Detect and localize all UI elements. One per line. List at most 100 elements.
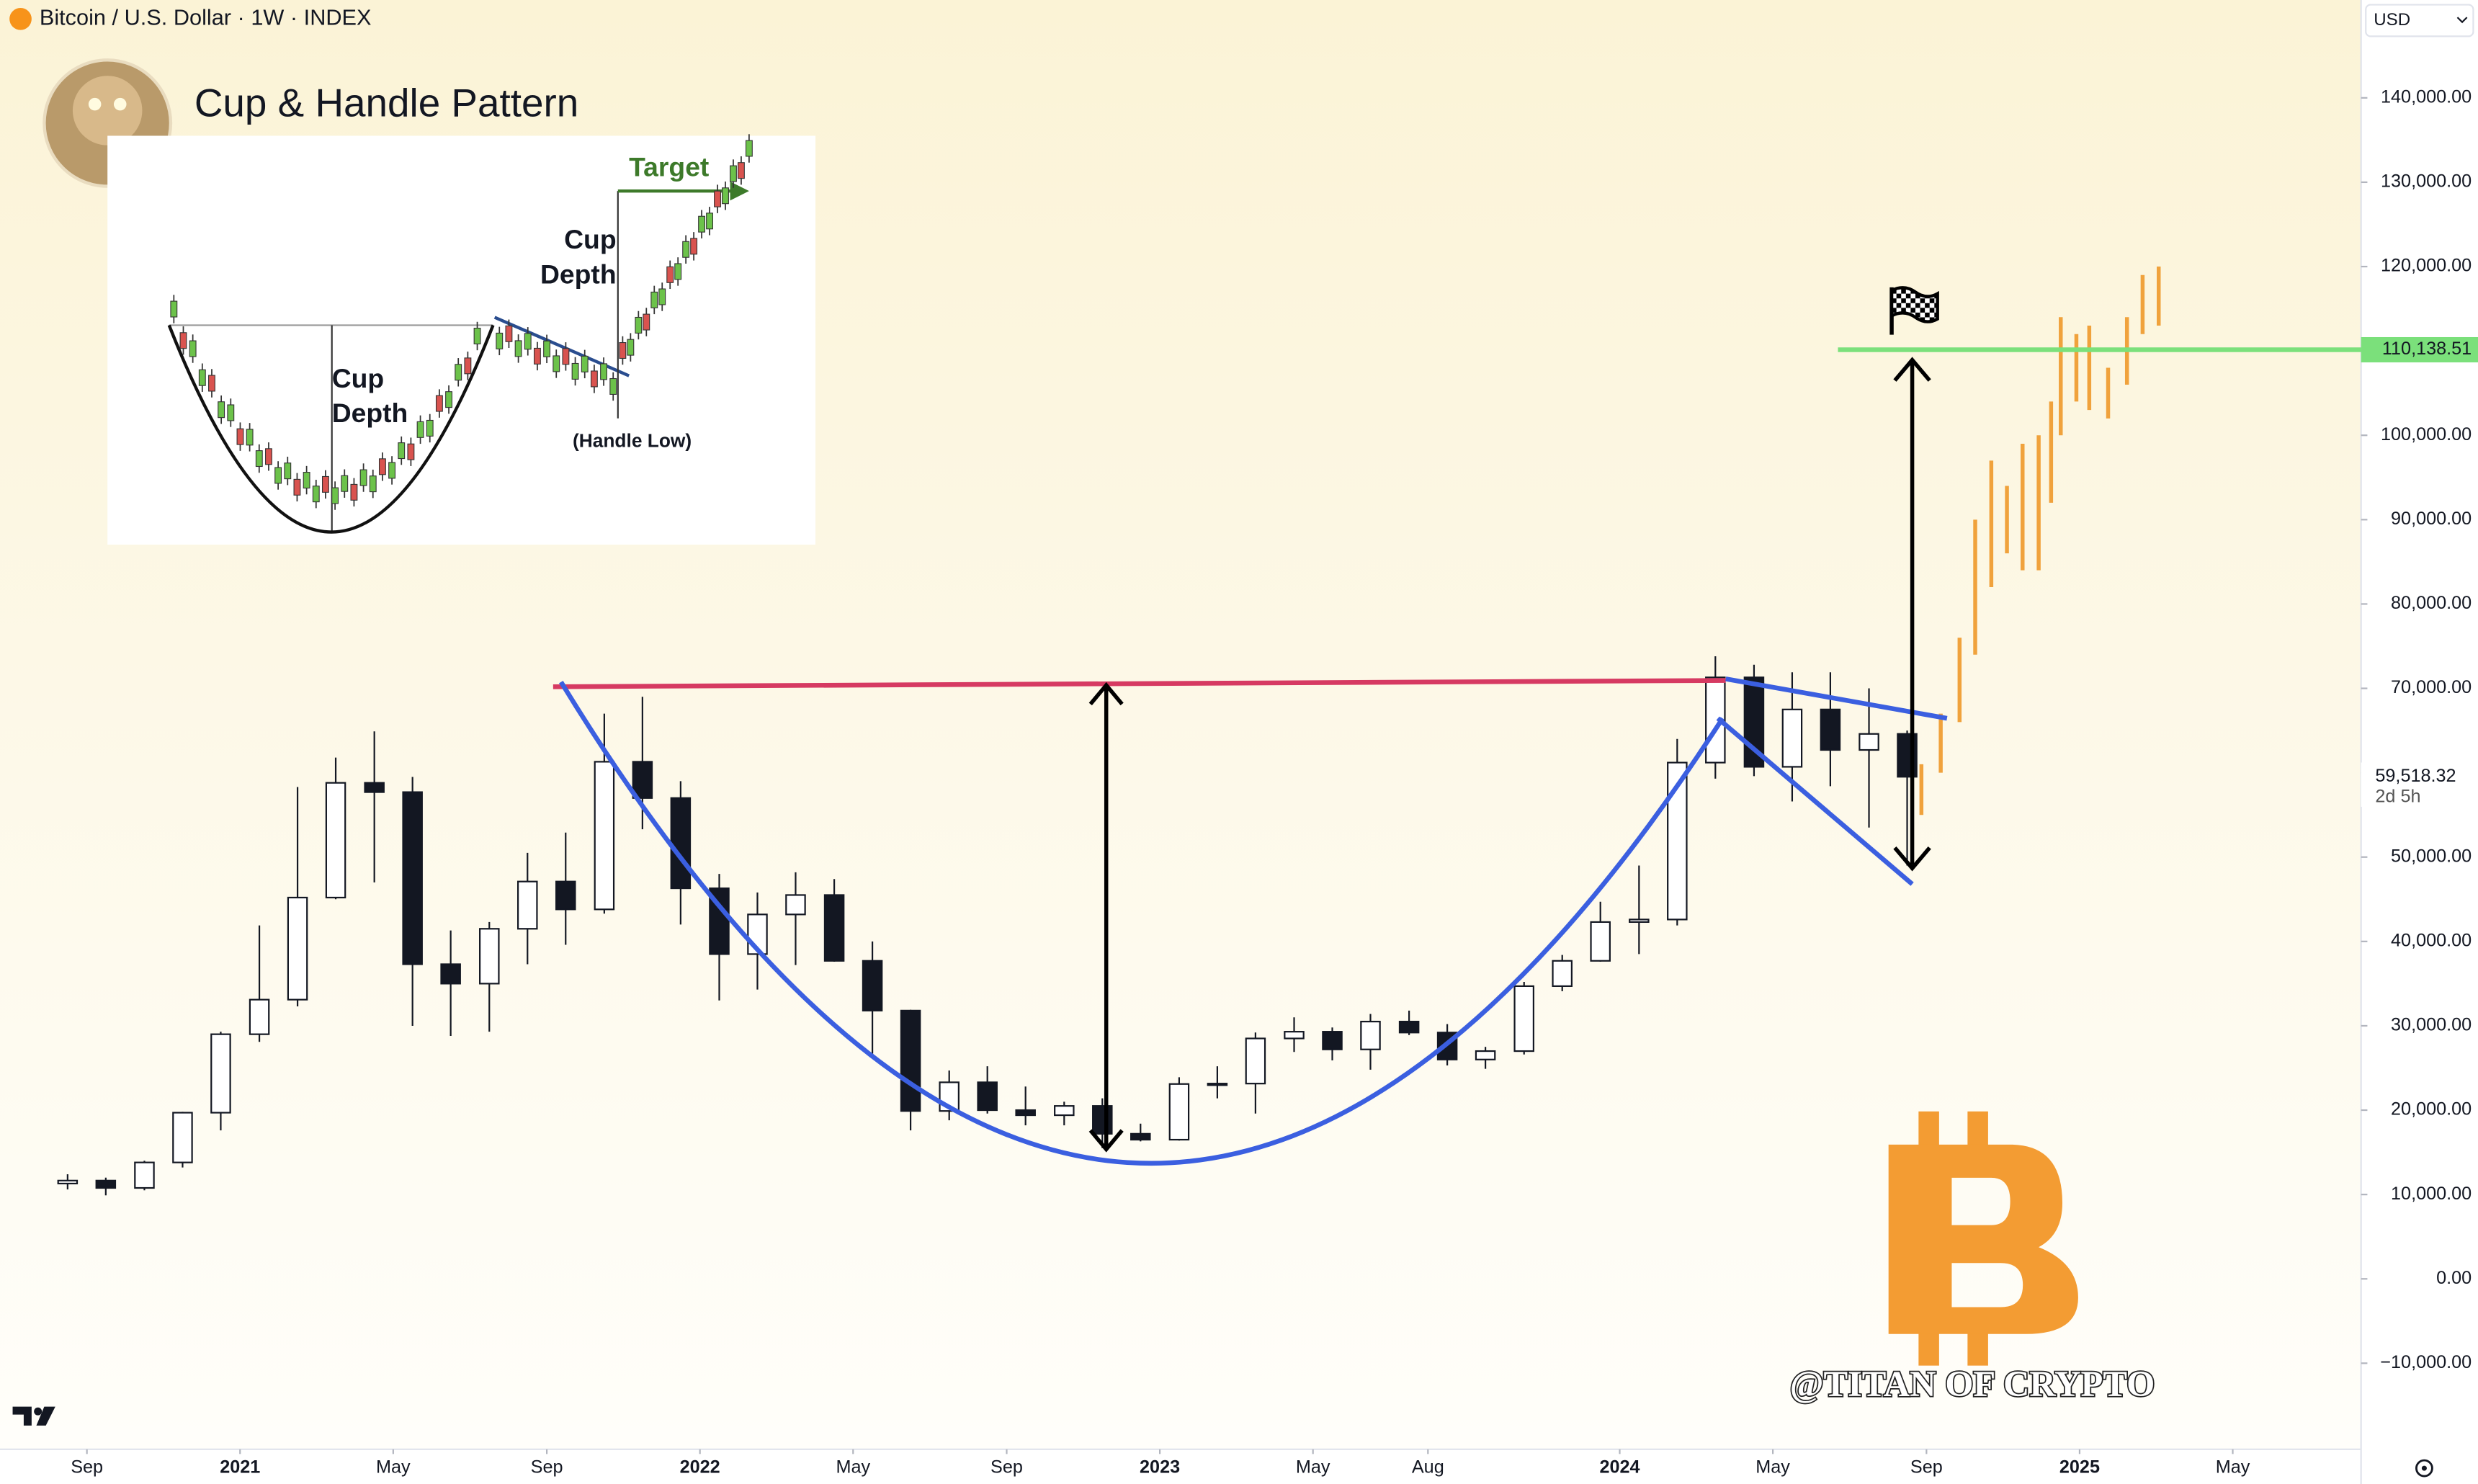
y-tick-label: 140,000.00 <box>2381 87 2472 107</box>
currency-label: USD <box>2374 10 2410 30</box>
inset-candle <box>170 300 178 318</box>
inset-candle <box>543 340 551 357</box>
x-tick-label: 2022 <box>680 1457 720 1478</box>
inset-cup-depth-label: Depth <box>540 259 617 289</box>
x-tick-label: Sep <box>531 1457 563 1478</box>
y-tick-label: 10,000.00 <box>2391 1184 2472 1204</box>
inset-candle <box>553 355 560 372</box>
y-tick-label: 30,000.00 <box>2391 1015 2472 1035</box>
inset-candle <box>312 486 320 503</box>
y-tick-label: 120,000.00 <box>2381 256 2472 276</box>
inset-candle <box>650 291 658 308</box>
avatar-face <box>72 76 143 146</box>
candle-body <box>1130 1132 1151 1141</box>
y-tick-label: 0.00 <box>2436 1268 2472 1288</box>
handle-lower-line <box>1716 716 1914 886</box>
currency-button[interactable] <box>2365 4 2474 37</box>
candle-body <box>440 963 461 985</box>
x-tick-label: 2023 <box>1140 1457 1180 1478</box>
x-tick-label: 2021 <box>220 1457 260 1478</box>
inset-candle <box>514 340 522 357</box>
y-tick-label: 50,000.00 <box>2391 846 2472 866</box>
resistance-line <box>553 678 1726 689</box>
inset-candle <box>682 241 690 258</box>
candle-body <box>785 894 806 916</box>
settings-button[interactable] <box>2415 1459 2433 1478</box>
candle-body <box>1168 1083 1190 1141</box>
price-series <box>57 267 2161 1196</box>
y-tick-label: 90,000.00 <box>2391 509 2472 529</box>
settings-button-center <box>2421 1465 2427 1471</box>
candle-body <box>325 782 346 899</box>
candle-body <box>862 960 883 1011</box>
inset-candle <box>571 362 579 380</box>
symbol-icon <box>9 7 32 30</box>
inset-candle <box>445 391 452 408</box>
x-tick-label: May <box>836 1457 870 1478</box>
candle-body <box>977 1081 998 1112</box>
inset-candle <box>435 395 443 412</box>
inset-candle <box>189 340 197 357</box>
inset-candle <box>643 313 650 331</box>
x-tick-label: May <box>1296 1457 1330 1478</box>
candle-body <box>1054 1105 1075 1117</box>
last-price-tag <box>2361 762 2478 807</box>
inset-candle <box>722 187 729 205</box>
candle-body <box>1552 960 1573 988</box>
symbol-title: Bitcoin / U.S. Dollar · 1W · INDEX <box>40 4 372 30</box>
inset-candle <box>359 469 367 486</box>
candle-body <box>632 761 653 799</box>
inset-candle <box>619 342 627 359</box>
candle-body <box>555 880 576 911</box>
candle-body <box>1820 708 1841 751</box>
avatar-eye <box>113 97 127 111</box>
inset-candle <box>426 419 434 437</box>
candle-body <box>1513 985 1534 1052</box>
candle-body <box>287 896 308 1001</box>
currency-caret <box>2456 17 2468 24</box>
inset-candle <box>730 165 737 182</box>
y-tick-label: 20,000.00 <box>2391 1099 2472 1119</box>
y-tick-label: 40,000.00 <box>2391 931 2472 951</box>
inset-candle <box>505 325 513 342</box>
time-axis-background <box>0 1449 2361 1484</box>
y-tick-label: −10,000.00 <box>2380 1352 2472 1372</box>
inset-candle <box>227 404 235 421</box>
candle-body <box>1015 1109 1036 1117</box>
inset-candle <box>293 478 301 496</box>
inset-candle <box>246 429 254 446</box>
inset-background <box>107 135 816 545</box>
candle-body <box>1475 1050 1496 1060</box>
candle-body <box>134 1161 155 1189</box>
inset-candle <box>562 348 570 365</box>
inset-candle <box>179 332 187 349</box>
inset-candle <box>198 369 206 386</box>
handle-upper-line <box>1725 676 1948 721</box>
inset-cup-depth-label: Cup <box>564 224 616 254</box>
x-tick-label: 2025 <box>2059 1457 2100 1478</box>
inset-candle <box>407 443 415 460</box>
x-tick-label: May <box>2216 1457 2250 1478</box>
inset-candle <box>658 288 666 305</box>
inset-illustration: Target Cup Depth Cup Depth (Handle Low) <box>107 134 816 545</box>
inset-candle <box>378 458 386 475</box>
x-tick-label: Sep <box>990 1457 1023 1478</box>
inset-candle <box>524 333 532 350</box>
x-tick-label: 2024 <box>1599 1457 1640 1478</box>
candle-body <box>1322 1031 1343 1050</box>
candle-body <box>1360 1020 1381 1050</box>
inset-candle <box>284 462 292 480</box>
y-tick-label: 100,000.00 <box>2381 424 2472 444</box>
price-axis-background <box>2361 0 2478 1484</box>
inset-candle <box>416 421 424 438</box>
inset-cup-depth-label: Cup <box>332 363 384 393</box>
inset-candle <box>745 140 753 157</box>
inset-candle <box>674 263 682 280</box>
inset-candle <box>236 428 244 445</box>
inset-candle <box>581 355 589 372</box>
inset-candle <box>714 190 721 207</box>
candle-body <box>823 894 845 962</box>
y-tick-label: 70,000.00 <box>2391 677 2472 697</box>
inset-candle <box>698 215 706 233</box>
